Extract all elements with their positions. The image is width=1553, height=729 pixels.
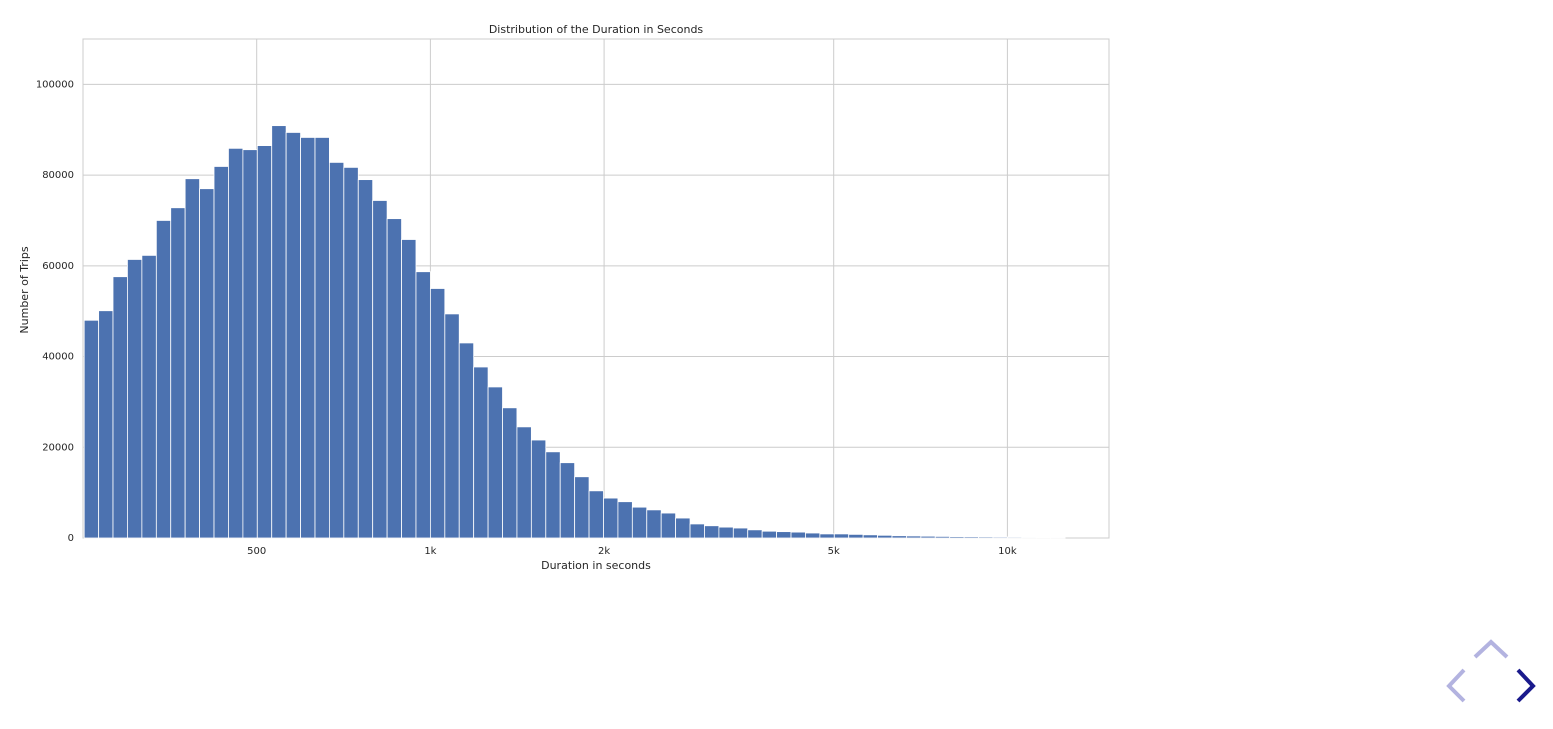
bar: [242, 149, 258, 539]
bar: [155, 220, 172, 539]
bar: [747, 529, 763, 539]
bar: [372, 200, 388, 539]
bar: [256, 145, 273, 539]
bar: [862, 534, 878, 539]
bar: [646, 509, 662, 539]
bar: [112, 276, 128, 539]
bar: [848, 533, 864, 539]
bar: [963, 536, 979, 539]
bar: [1006, 536, 1023, 539]
bar: [978, 536, 994, 539]
y-tick-label: 80000: [42, 170, 74, 181]
bar: [689, 523, 705, 539]
bar: [285, 132, 301, 539]
bar: [444, 313, 460, 539]
bar: [833, 533, 850, 539]
bar: [949, 536, 965, 539]
bar: [314, 137, 330, 539]
chart-title: Distribution of the Duration in Seconds: [489, 23, 704, 36]
x-tick-label: 500: [247, 546, 266, 557]
bar: [213, 166, 229, 539]
y-tick-label: 100000: [36, 79, 74, 90]
bar: [906, 535, 922, 539]
bar: [704, 525, 720, 539]
bar: [545, 451, 561, 539]
bar: [530, 439, 547, 539]
bar: [328, 161, 345, 539]
x-tick-label: 10k: [998, 546, 1017, 557]
y-tick-label: 0: [68, 533, 74, 544]
bar: [415, 271, 431, 539]
bar: [761, 530, 777, 539]
bar: [588, 490, 604, 539]
x-tick-label: 5k: [828, 546, 840, 557]
bar: [776, 531, 792, 539]
bar: [631, 506, 648, 539]
bar: [271, 125, 287, 539]
bar: [458, 342, 475, 539]
bar: [877, 534, 893, 539]
bar: [473, 366, 489, 539]
bar: [386, 218, 402, 539]
bar: [574, 476, 590, 539]
bar: [617, 501, 633, 539]
bar: [228, 147, 244, 539]
bar: [992, 536, 1008, 539]
nav-right[interactable]: [1516, 668, 1536, 703]
x-tick-label: 1k: [424, 546, 436, 557]
bar: [300, 137, 316, 539]
bar: [718, 526, 734, 539]
bar: [502, 407, 518, 539]
bar: [83, 319, 100, 539]
bar: [487, 386, 503, 539]
bar: [357, 179, 374, 539]
bar: [891, 535, 907, 539]
y-tick-label: 40000: [42, 352, 74, 363]
bar: [559, 462, 576, 539]
bar: [790, 531, 806, 539]
bar: [675, 517, 691, 539]
y-tick-label: 60000: [42, 261, 74, 272]
bar: [660, 512, 677, 539]
bar: [819, 533, 835, 539]
bar: [184, 178, 200, 539]
bar: [127, 259, 143, 539]
nav-arrows: [1446, 639, 1536, 703]
bar: [732, 527, 749, 539]
bar: [343, 166, 359, 539]
bar: [1035, 536, 1052, 539]
nav-up[interactable]: [1473, 639, 1509, 659]
bar: [429, 288, 446, 539]
bar: [805, 532, 821, 539]
y-tick-label: 20000: [42, 442, 74, 453]
bar: [516, 426, 532, 539]
bar: [1050, 537, 1066, 539]
bar: [934, 536, 951, 539]
bar: [603, 497, 619, 539]
x-axis-label: Duration in seconds: [541, 559, 651, 572]
bar: [141, 254, 157, 539]
bar: [920, 535, 936, 539]
bar: [1021, 536, 1037, 539]
nav-left[interactable]: [1446, 668, 1466, 703]
bar: [98, 310, 114, 539]
x-tick-label: 2k: [598, 546, 610, 557]
bar: [401, 239, 417, 539]
bar: [170, 207, 186, 539]
bar: [199, 188, 215, 539]
y-axis-label: Number of Trips: [18, 246, 31, 333]
